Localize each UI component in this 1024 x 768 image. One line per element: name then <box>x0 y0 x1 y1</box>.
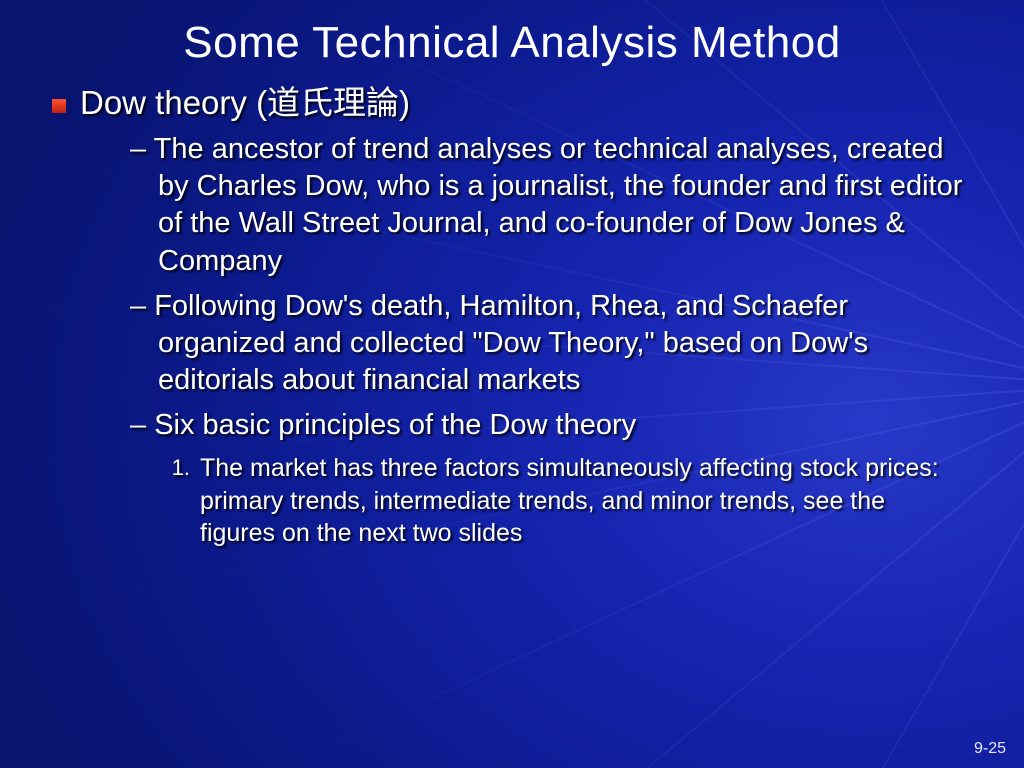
bullet-level2-item: Following Dow's death, Hamilton, Rhea, a… <box>60 288 964 399</box>
bullet-level2-item: The ancestor of trend analyses or techni… <box>60 131 964 279</box>
list-number: 1. <box>170 452 200 550</box>
page-number: 9-25 <box>974 740 1006 758</box>
slide-title: Some Technical Analysis Method <box>0 0 1024 68</box>
bullet-level1: Dow theory (道氏理論) <box>60 82 964 123</box>
bullet-box-icon <box>52 99 66 113</box>
slide-body: Dow theory (道氏理論) The ancestor of trend … <box>0 68 1024 550</box>
heading-text: Dow theory (道氏理論) <box>80 84 410 121</box>
bullet-level2-item: Six basic principles of the Dow theory <box>60 407 964 444</box>
list-text: The market has three factors simultaneou… <box>200 452 964 550</box>
numbered-level3-item: 1. The market has three factors simultan… <box>60 452 964 550</box>
